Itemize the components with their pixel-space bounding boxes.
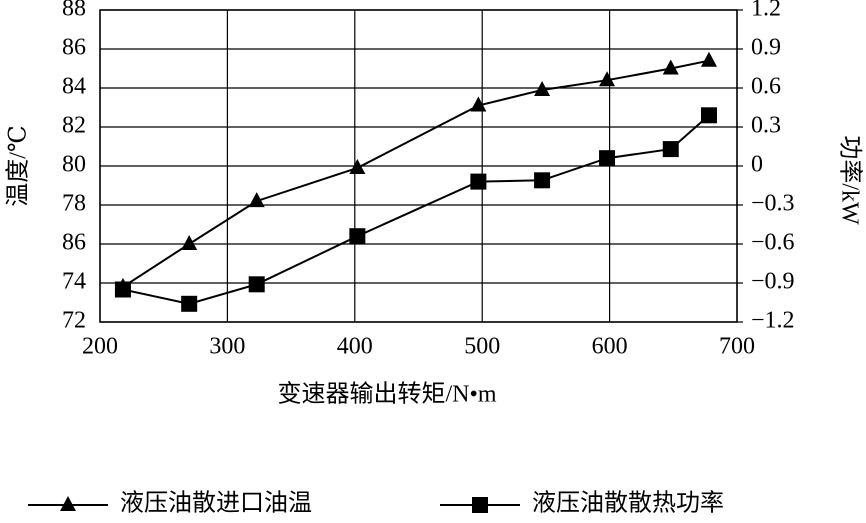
- data-point: [114, 281, 131, 298]
- x-tick-label: 700: [719, 334, 755, 360]
- data-point: [470, 96, 487, 112]
- x-tick-label: 300: [209, 334, 245, 360]
- y2-tick-label: 0.3: [751, 113, 781, 139]
- data-point: [248, 276, 265, 293]
- data-point: [181, 235, 198, 250]
- data-point: [599, 150, 616, 167]
- data-point: [349, 158, 366, 174]
- data-point: [181, 295, 198, 312]
- data-point: [248, 192, 265, 208]
- y2-axis-label: 功率/kW: [836, 135, 863, 225]
- y-tick-label: 86: [62, 35, 86, 61]
- y-axis-label: 温度/℃: [5, 125, 32, 207]
- plot-frame: [99, 9, 738, 323]
- data-point: [470, 173, 487, 190]
- data-point: [662, 59, 679, 75]
- series-line: [122, 59, 710, 288]
- y-tick-label: 78: [62, 191, 86, 217]
- y2-tick-label: 1.2: [751, 0, 781, 22]
- y-tick-label: 80: [62, 152, 86, 178]
- x-axis-label: 变速器输出转矩/N•m: [277, 381, 496, 408]
- y-tick-label: 86: [62, 230, 86, 256]
- data-point: [700, 51, 717, 67]
- legend-label: 液压油散进口油温: [120, 490, 312, 517]
- y2-tick-label: −0.3: [751, 191, 795, 217]
- data-point: [599, 71, 616, 87]
- data-point: [700, 107, 717, 124]
- series-line: [122, 114, 710, 305]
- y2-tick-label: −1.2: [751, 308, 795, 334]
- legend-marker: [60, 496, 76, 511]
- y-tick-label: 74: [62, 269, 86, 295]
- y2-tick-label: 0.6: [751, 74, 781, 100]
- y2-tick-label: 0: [751, 152, 763, 178]
- x-tick-label: 400: [337, 334, 373, 360]
- y-tick-label: 88: [62, 0, 86, 22]
- data-point: [534, 80, 551, 96]
- data-point: [662, 141, 679, 158]
- data-point: [534, 172, 551, 189]
- x-tick-label: 500: [464, 334, 500, 360]
- y2-tick-label: −0.6: [751, 230, 795, 256]
- y-tick-label: 82: [62, 113, 86, 139]
- legend-label: 液压油散散热功率: [532, 490, 724, 517]
- x-tick-label: 200: [82, 334, 118, 360]
- y-tick-label: 84: [62, 74, 86, 100]
- y2-tick-label: −0.9: [751, 269, 795, 295]
- data-point: [349, 228, 366, 245]
- x-tick-label: 600: [592, 334, 628, 360]
- y-tick-label: 72: [62, 308, 86, 334]
- legend-marker: [472, 497, 488, 513]
- y2-tick-label: 0.9: [751, 35, 781, 61]
